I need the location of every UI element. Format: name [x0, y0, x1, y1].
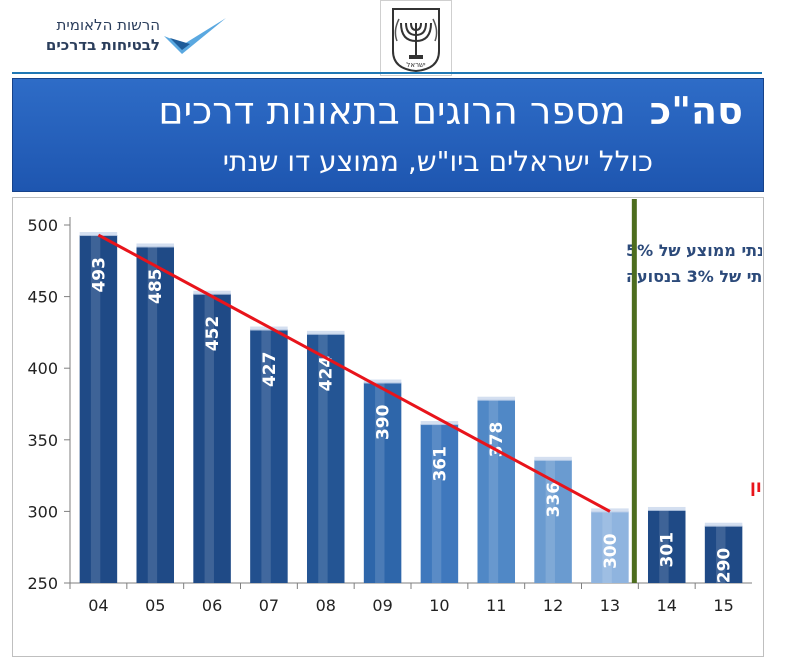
bar-value-label: 427: [260, 352, 280, 388]
bar-value-label: 336: [544, 482, 564, 518]
bar-highlight: [375, 382, 385, 583]
x-tick-label: 11: [486, 596, 506, 615]
y-tick-label: 300: [27, 502, 58, 521]
bar-value-label: 300: [601, 533, 621, 569]
bar-body: [704, 525, 743, 583]
y-tick-label: 350: [27, 431, 58, 450]
bar-highlight: [90, 235, 101, 584]
bar-body: [79, 235, 118, 584]
bar-12: 336: [534, 456, 572, 583]
bar-cap: [647, 506, 686, 511]
bar-value-label: 424: [317, 356, 337, 392]
bar-cap: [420, 421, 459, 426]
bar-cap: [193, 290, 231, 295]
axis-layer: 250 300 350 400 450 500 04 05 06 07 08 09 10 11 12 13 14…: [27, 216, 752, 615]
banner-subtitle: כולל ישראלים ביו"ש, ממוצע דו שנתי: [222, 145, 653, 178]
bar-body: [193, 293, 231, 583]
org-name-line2: לבטיחות בדרכים: [45, 36, 160, 54]
bar-body: [591, 511, 629, 583]
x-tick-label: 12: [543, 596, 563, 615]
bar-07: 427: [250, 326, 288, 583]
banner-title-bold: סה"כ: [649, 89, 743, 133]
bar-body: [363, 382, 402, 583]
org-name-line1: הרשות הלאומית: [56, 16, 160, 34]
bar-body: [136, 246, 175, 584]
trend-line: [97, 233, 611, 513]
bar-15: 290: [704, 522, 743, 584]
fatalities-bar-chart: 250 300 350 400 450 500 04 05 06 07 08 09 10 11 12 13 14…: [27, 199, 762, 615]
bar-layer: 493 485 452 427 424 390 361 378 336 300 301 290: [79, 232, 743, 584]
bar-cap: [363, 379, 402, 384]
bar-value-label: 485: [146, 268, 166, 304]
bar-highlight: [261, 329, 271, 583]
bar-highlight: [147, 246, 158, 584]
bar-highlight: [431, 424, 442, 583]
bar-value-label: 493: [89, 257, 109, 293]
y-tick-label: 400: [27, 359, 58, 378]
bar-body: [420, 424, 459, 583]
bar-cap: [306, 330, 345, 335]
bar-highlight: [488, 399, 499, 583]
x-tick-label: 07: [259, 596, 279, 615]
bar-14: 301: [647, 506, 686, 583]
bar-11: 378: [477, 396, 516, 583]
bar-cap: [136, 243, 175, 248]
bar-04: 493: [79, 232, 118, 584]
bar-cap: [79, 232, 118, 237]
bar-10: 361: [420, 421, 459, 583]
bar-highlight: [716, 525, 726, 583]
x-tick-label: 08: [316, 596, 336, 615]
bar-body: [306, 333, 345, 583]
bar-cap: [704, 522, 743, 527]
trend-annotation-line1: מגמה: קצב ירידה שנתי ממוצע של 5%: [626, 241, 762, 260]
bar-05: 485: [136, 243, 175, 584]
title-banner: סה"כ מספר הרוגים בתאונות דרכים כולל ישרא…: [12, 78, 764, 192]
checkmark-logo-icon: [164, 18, 226, 54]
y-tick-label: 450: [27, 288, 58, 307]
state-emblem: ישראל: [380, 0, 452, 76]
bar-value-label: 290: [715, 548, 735, 584]
bar-body: [477, 399, 516, 583]
bar-value-label: 301: [658, 532, 678, 568]
x-tick-label: 06: [202, 596, 222, 615]
bar-highlight: [318, 333, 328, 583]
bar-highlight: [659, 509, 669, 583]
x-tick-label: 10: [429, 596, 449, 615]
bar-09: 390: [363, 379, 402, 583]
bar-highlight: [545, 459, 555, 583]
bar-13: 300: [591, 508, 629, 583]
x-tick-label: 04: [88, 596, 108, 615]
bar-body: [250, 329, 288, 583]
header-divider: [12, 72, 762, 74]
bar-value-label: 361: [430, 446, 450, 482]
bar-highlight: [602, 511, 612, 583]
banner-title: סה"כ מספר הרוגים בתאונות דרכים: [158, 89, 743, 133]
y-tick-label: 250: [27, 574, 58, 593]
x-tick-label: 13: [600, 596, 620, 615]
bar-body: [647, 509, 686, 583]
y-tick-label: 500: [27, 216, 58, 235]
x-tick-label: 14: [657, 596, 677, 615]
bar-value-label: 390: [374, 404, 394, 440]
upper-limit-label: רף עליון: [750, 477, 762, 497]
bar-06: 452: [193, 290, 231, 583]
menorah-emblem-icon: ישראל: [392, 8, 440, 73]
bar-cap: [477, 396, 516, 401]
bar-highlight: [204, 293, 214, 583]
org-logo: הרשות הלאומית לבטיחות בדרכים: [10, 10, 230, 66]
x-tick-label: 09: [372, 596, 392, 615]
banner-title-rest: מספר הרוגים בתאונות דרכים: [158, 89, 626, 133]
emblem-caption: ישראל: [406, 61, 426, 69]
overlay-layer: מגמה: קצב ירידה שנתי ממוצע של 5% למרות ק…: [97, 199, 762, 583]
bar-value-label: 452: [203, 316, 223, 352]
bar-cap: [534, 456, 572, 461]
x-tick-label: 15: [713, 596, 733, 615]
x-tick-label: 05: [145, 596, 165, 615]
trend-annotation-line2: למרות קצב גידול שנתי של 3% בנסועה: [626, 267, 762, 286]
bar-08: 424: [306, 330, 345, 583]
